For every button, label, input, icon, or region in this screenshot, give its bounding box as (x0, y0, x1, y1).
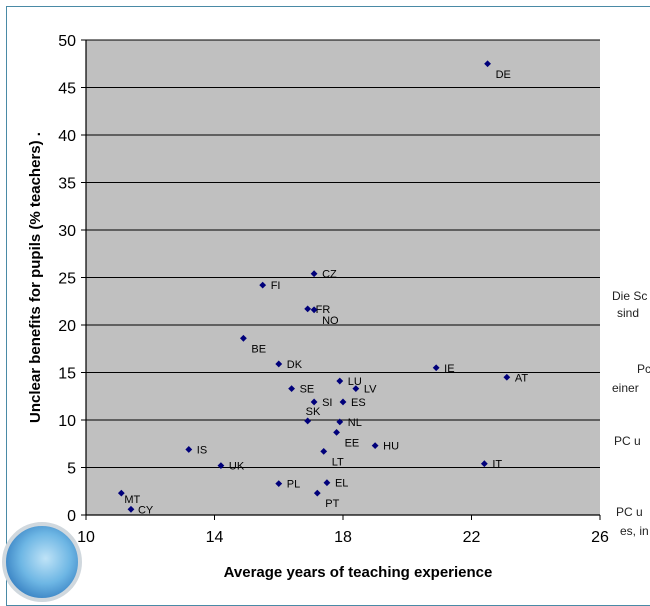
point-label-de: DE (496, 69, 511, 81)
y-axis-label: Unclear benefits for pupils (% teachers)… (27, 132, 44, 423)
data-point-no (310, 306, 318, 314)
data-point-cy (127, 505, 135, 513)
point-label-it: IT (492, 459, 502, 471)
side-text-6: PC u (616, 505, 643, 519)
data-point-es (339, 398, 347, 406)
x-tick-label-26: 26 (591, 529, 609, 546)
data-point-lv (352, 385, 360, 393)
tick-labels: 0 5 10 15 20 25 30 35 40 45 50 10 14 18 22 26 (58, 33, 609, 546)
point-label-si: SI (322, 397, 332, 409)
y-tick-label-45: 45 (58, 81, 76, 98)
y-tick-label-10: 10 (58, 413, 76, 430)
point-label-cz: CZ (322, 269, 337, 281)
side-text-7: es, in (620, 524, 649, 538)
data-point-nl (336, 418, 344, 426)
point-label-be: BE (251, 343, 266, 355)
data-point-el (323, 479, 331, 487)
side-text-5: PC u (614, 434, 641, 448)
point-label-mt: MT (124, 494, 140, 506)
data-point-cz (310, 270, 318, 278)
data-point-de (484, 60, 491, 68)
y-tick-label-50: 50 (58, 33, 76, 50)
side-text-3: Pc (637, 362, 650, 376)
point-label-lu: LU (348, 376, 362, 388)
data-point-pt (313, 489, 321, 497)
data-point-pl (275, 480, 283, 488)
point-label-is: IS (197, 444, 207, 456)
data-point-fr (304, 305, 312, 313)
y-tick-label-25: 25 (58, 271, 76, 288)
y-tick-label-20: 20 (58, 318, 76, 335)
y-tick-label-40: 40 (58, 128, 76, 145)
data-point-sk (304, 417, 312, 425)
data-point-it (480, 460, 488, 468)
point-label-ie: IE (444, 363, 454, 375)
point-label-nl: NL (348, 417, 362, 429)
point-label-ee: EE (345, 437, 360, 449)
point-label-lt: LT (332, 456, 344, 468)
y-tick-label-15: 15 (58, 366, 76, 383)
data-point-ee (333, 428, 340, 436)
data-point-is (185, 446, 193, 453)
data-point-be (240, 334, 247, 342)
point-label-no: NO (322, 315, 339, 327)
x-axis-label: Average years of teaching experience (224, 564, 493, 581)
point-label-at: AT (515, 372, 529, 384)
point-label-fr: FR (316, 304, 331, 316)
data-point-hu (371, 442, 379, 450)
data-point-mt (117, 489, 125, 497)
data-point-at (503, 373, 511, 381)
point-label-uk: UK (229, 461, 245, 473)
data-point-lu (336, 377, 344, 385)
point-label-se: SE (300, 384, 315, 396)
data-point-uk (217, 462, 225, 469)
point-label-fi: FI (271, 280, 281, 292)
side-text-2: sind (617, 306, 640, 320)
x-tick-label-10: 10 (77, 529, 95, 546)
x-tick-label-22: 22 (463, 529, 481, 546)
gridlines (86, 39, 600, 468)
y-tick-label-35: 35 (58, 176, 76, 193)
data-point-ie (432, 364, 440, 372)
data-point-lt (320, 447, 328, 455)
point-label-es: ES (351, 397, 366, 409)
app-badge-icon (2, 522, 82, 602)
point-label-dk: DK (287, 359, 303, 371)
side-text-4: einer (612, 381, 639, 395)
point-label-pt: PT (325, 498, 339, 510)
x-tick-label-18: 18 (334, 529, 352, 546)
point-label-sk: SK (306, 406, 321, 418)
data-point-fi (259, 281, 267, 289)
point-label-pl: PL (287, 479, 300, 491)
axes (81, 39, 601, 520)
side-text-1: Die Sc (612, 289, 648, 303)
data-point-dk (275, 360, 283, 368)
x-tick-label-14: 14 (206, 529, 224, 546)
data-point-se (288, 385, 295, 393)
data-point-si (310, 398, 318, 406)
y-tick-label-5: 5 (67, 461, 76, 478)
point-label-hu: HU (383, 441, 399, 453)
y-tick-label-30: 30 (58, 223, 76, 240)
point-label-cy: CY (138, 504, 154, 516)
y-tick-label-0: 0 (67, 508, 76, 525)
point-label-lv: LV (364, 384, 377, 396)
point-label-el: EL (335, 478, 348, 490)
